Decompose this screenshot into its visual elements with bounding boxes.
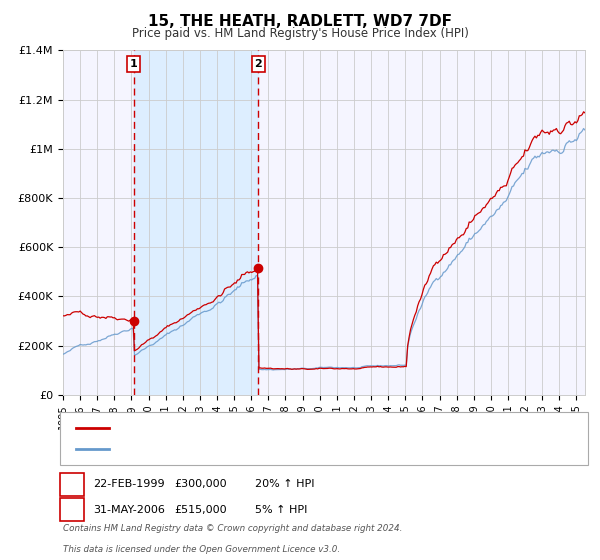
Text: 5% ↑ HPI: 5% ↑ HPI [255,505,307,515]
Text: 15, THE HEATH, RADLETT, WD7 7DF: 15, THE HEATH, RADLETT, WD7 7DF [148,14,452,29]
Bar [134,50,258,395]
Text: This data is licensed under the Open Government Licence v3.0.: This data is licensed under the Open Gov… [63,545,340,554]
Text: 2: 2 [68,505,76,515]
Text: Contains HM Land Registry data © Crown copyright and database right 2024.: Contains HM Land Registry data © Crown c… [63,524,403,533]
Text: 1: 1 [68,479,76,489]
Text: £300,000: £300,000 [174,479,227,489]
Text: 20% ↑ HPI: 20% ↑ HPI [255,479,314,489]
Text: 31-MAY-2006: 31-MAY-2006 [93,505,165,515]
Text: £515,000: £515,000 [174,505,227,515]
Text: 1: 1 [130,59,137,69]
Text: HPI: Average price, detached house, Hertsmere: HPI: Average price, detached house, Hert… [116,444,377,454]
Text: 22-FEB-1999: 22-FEB-1999 [93,479,164,489]
Text: 15, THE HEATH, RADLETT, WD7 7DF (detached house): 15, THE HEATH, RADLETT, WD7 7DF (detache… [116,423,412,433]
Text: Price paid vs. HM Land Registry's House Price Index (HPI): Price paid vs. HM Land Registry's House … [131,27,469,40]
Text: 2: 2 [254,59,262,69]
